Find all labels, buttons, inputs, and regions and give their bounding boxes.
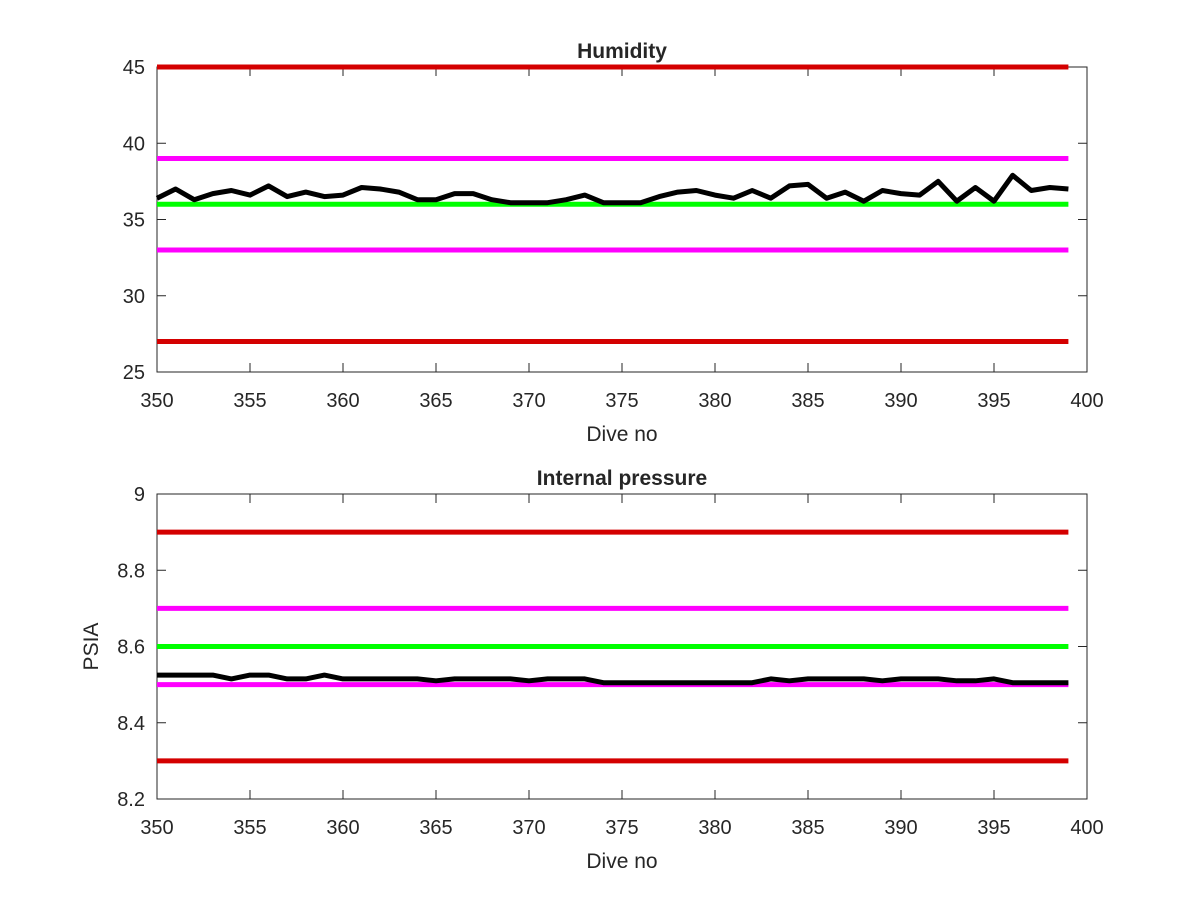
x-tick-label: 350 — [140, 817, 173, 839]
x-tick-label: 400 — [1070, 390, 1103, 412]
x-tick-label: 375 — [605, 817, 638, 839]
chart-panel-2: 350 355 360 365 370 375 380 385 390 395 400 8.2 8.4 8… — [80, 467, 1104, 873]
y-tick-label: 25 — [123, 362, 145, 384]
x-tick-label: 365 — [419, 817, 452, 839]
x-tick-label: 390 — [884, 390, 917, 412]
x-tick-label: 360 — [326, 817, 359, 839]
y-tick-label: 9 — [134, 484, 145, 506]
x-tick-label: 365 — [419, 390, 452, 412]
x-tick-label: 390 — [884, 817, 917, 839]
x-axis-label: Dive no — [586, 423, 657, 446]
x-tick-label: 370 — [512, 817, 545, 839]
y-tick-label: 40 — [123, 133, 145, 155]
x-tick-label: 355 — [233, 817, 266, 839]
series-line — [157, 672, 1069, 686]
x-tick-label: 375 — [605, 390, 638, 412]
plot-area — [156, 66, 1088, 373]
x-tick-label: 360 — [326, 390, 359, 412]
x-tick-label: 380 — [698, 390, 731, 412]
x-tick-label: 355 — [233, 390, 266, 412]
x-tick-label: 380 — [698, 817, 731, 839]
y-tick-label: 8.8 — [117, 560, 145, 582]
series-line — [155, 172, 1069, 206]
y-axis-label: PSIA — [80, 623, 103, 671]
x-tick-label: 400 — [1070, 817, 1103, 839]
x-tick-label: 370 — [512, 390, 545, 412]
y-tick-label: 30 — [123, 286, 145, 308]
chart-title: Internal pressure — [537, 467, 707, 490]
y-tick-label: 8.6 — [117, 637, 145, 659]
chart-title: Humidity — [577, 40, 667, 63]
y-tick-label: 8.2 — [117, 789, 145, 811]
y-tick-label: 8.4 — [117, 713, 145, 735]
x-tick-label: 395 — [977, 817, 1010, 839]
x-tick-label: 350 — [140, 390, 173, 412]
y-tick-label: 35 — [123, 210, 145, 232]
x-tick-label: 395 — [977, 390, 1010, 412]
x-tick-label: 385 — [791, 817, 824, 839]
chart-panel-1: 350 355 360 365 370 375 380 385 390 395 400 25 30 35 4… — [123, 40, 1104, 446]
y-tick-label: 45 — [123, 57, 145, 79]
x-tick-label: 385 — [791, 390, 824, 412]
x-axis-label: Dive no — [586, 850, 657, 873]
